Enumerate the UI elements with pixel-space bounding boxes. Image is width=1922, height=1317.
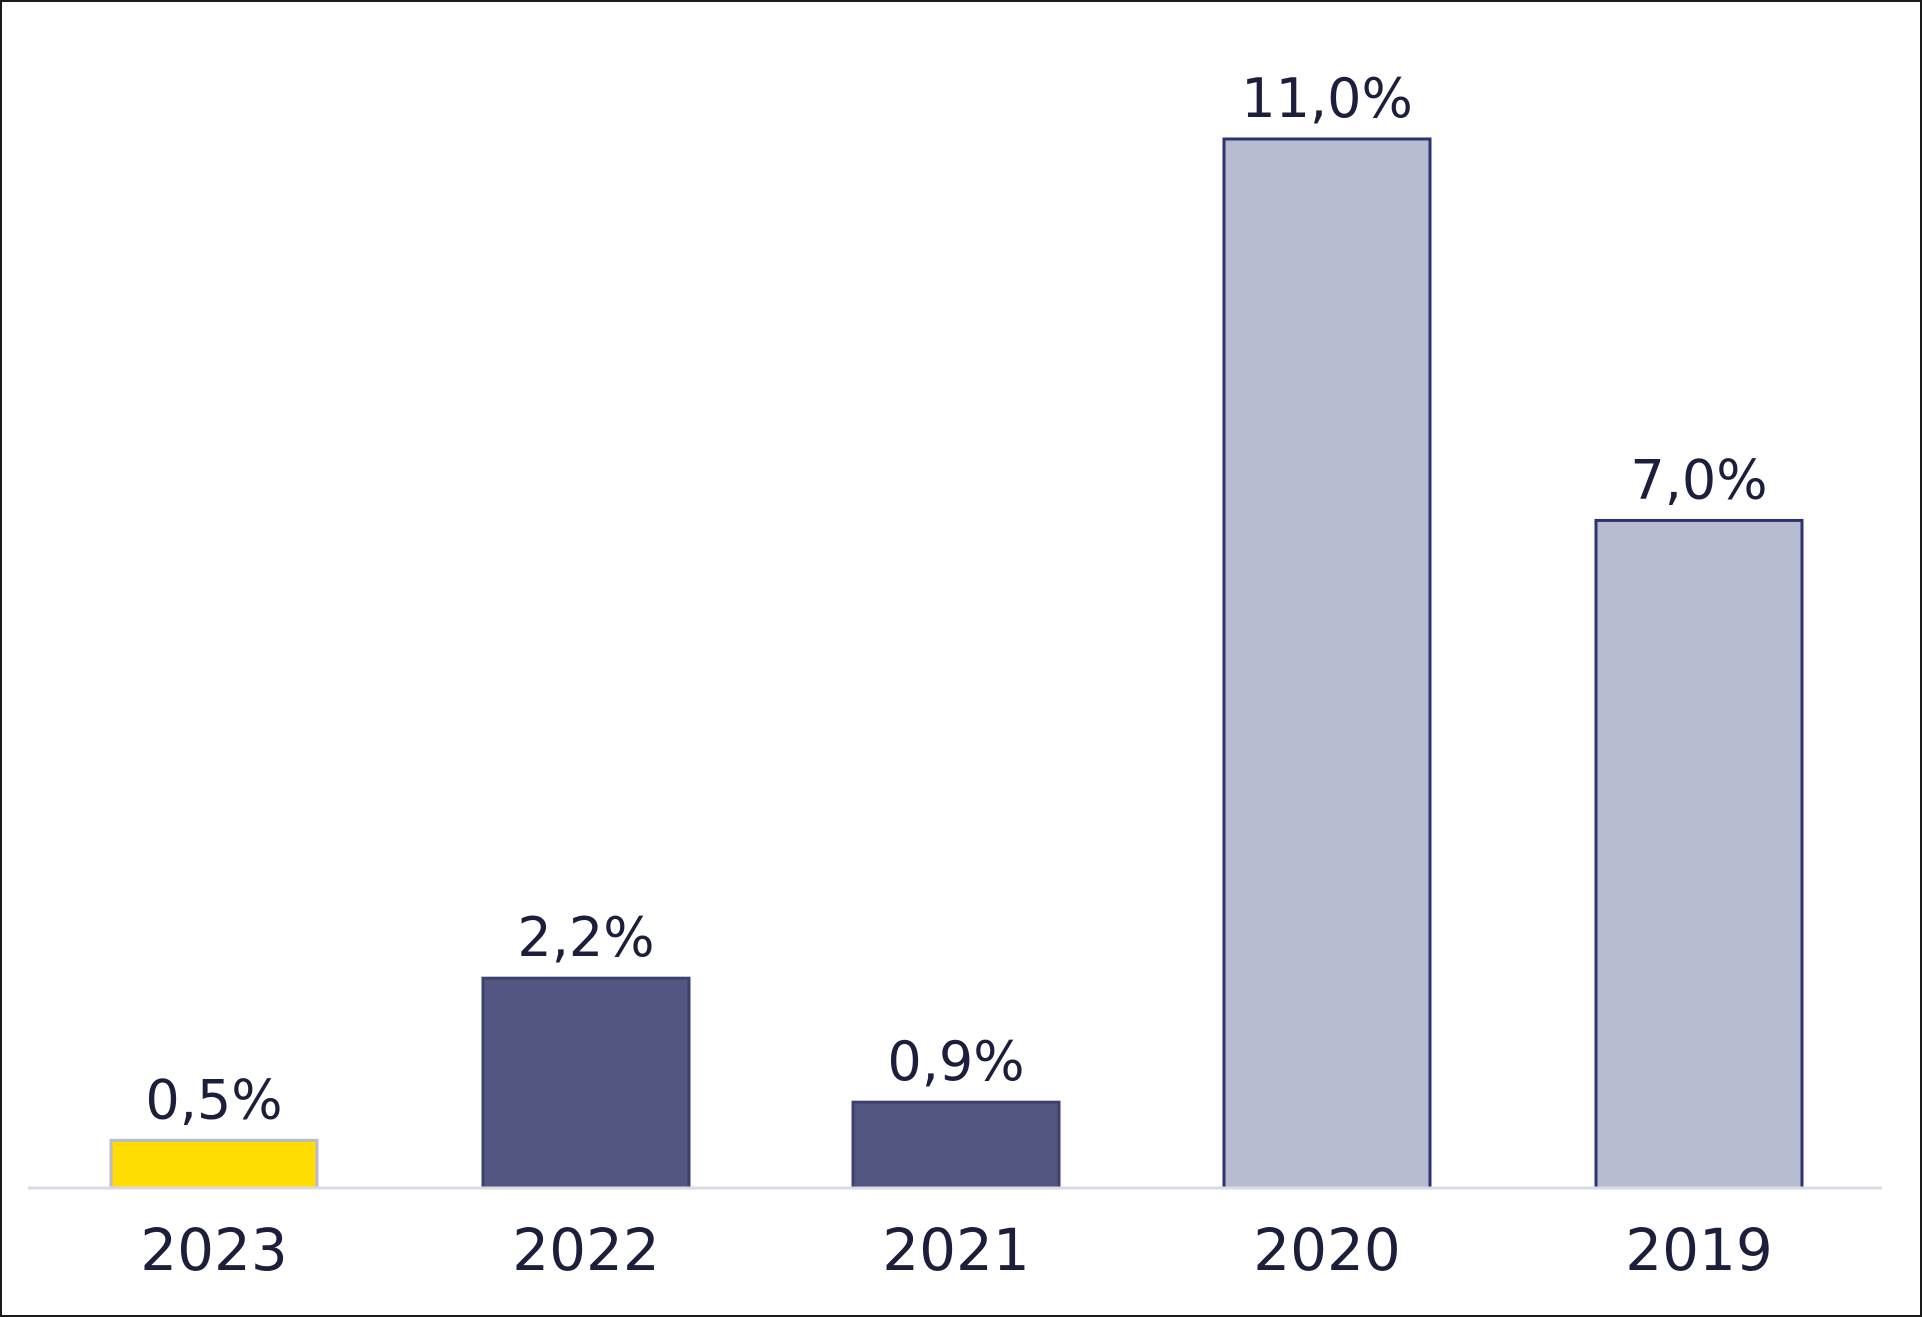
value-label-2020: 11,0% bbox=[1241, 67, 1413, 130]
x-tick-labels: 2023 2022 2021 2020 2019 bbox=[140, 1216, 1773, 1284]
bar-2021 bbox=[851, 1100, 1061, 1190]
value-label-2022: 2,2% bbox=[517, 906, 654, 969]
bar-2023 bbox=[109, 1138, 319, 1190]
value-label-2021: 0,9% bbox=[887, 1030, 1024, 1093]
x-tick-2019: 2019 bbox=[1625, 1216, 1773, 1284]
bar-2019 bbox=[1594, 518, 1804, 1190]
value-labels: 0,5% 2,2% 0,9% 11,0% 7,0% bbox=[145, 67, 1767, 1131]
value-label-2019: 7,0% bbox=[1630, 448, 1767, 511]
x-tick-2022: 2022 bbox=[512, 1216, 660, 1284]
value-label-2023: 0,5% bbox=[145, 1068, 282, 1131]
x-tick-2023: 2023 bbox=[140, 1216, 288, 1284]
bars bbox=[109, 137, 1804, 1190]
x-tick-2020: 2020 bbox=[1253, 1216, 1401, 1284]
bar-2020 bbox=[1222, 137, 1432, 1190]
bar-2022 bbox=[481, 976, 691, 1190]
x-tick-2021: 2021 bbox=[882, 1216, 1030, 1284]
